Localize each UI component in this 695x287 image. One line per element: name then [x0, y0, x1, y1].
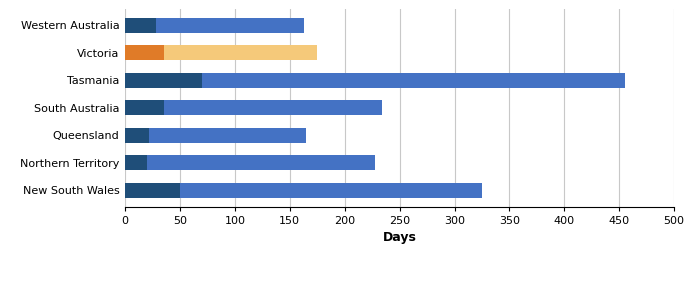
- Bar: [125, 18, 304, 33]
- Bar: [125, 73, 625, 88]
- Bar: [125, 127, 306, 143]
- Bar: [125, 155, 375, 170]
- Bar: [125, 127, 149, 143]
- Bar: [125, 18, 156, 33]
- Bar: [125, 100, 163, 115]
- Bar: [125, 183, 180, 198]
- Bar: [125, 183, 482, 198]
- Bar: [125, 73, 202, 88]
- X-axis label: Days: Days: [383, 231, 416, 244]
- Bar: [125, 155, 147, 170]
- Bar: [125, 45, 317, 60]
- Bar: [125, 45, 163, 60]
- Bar: [125, 100, 382, 115]
